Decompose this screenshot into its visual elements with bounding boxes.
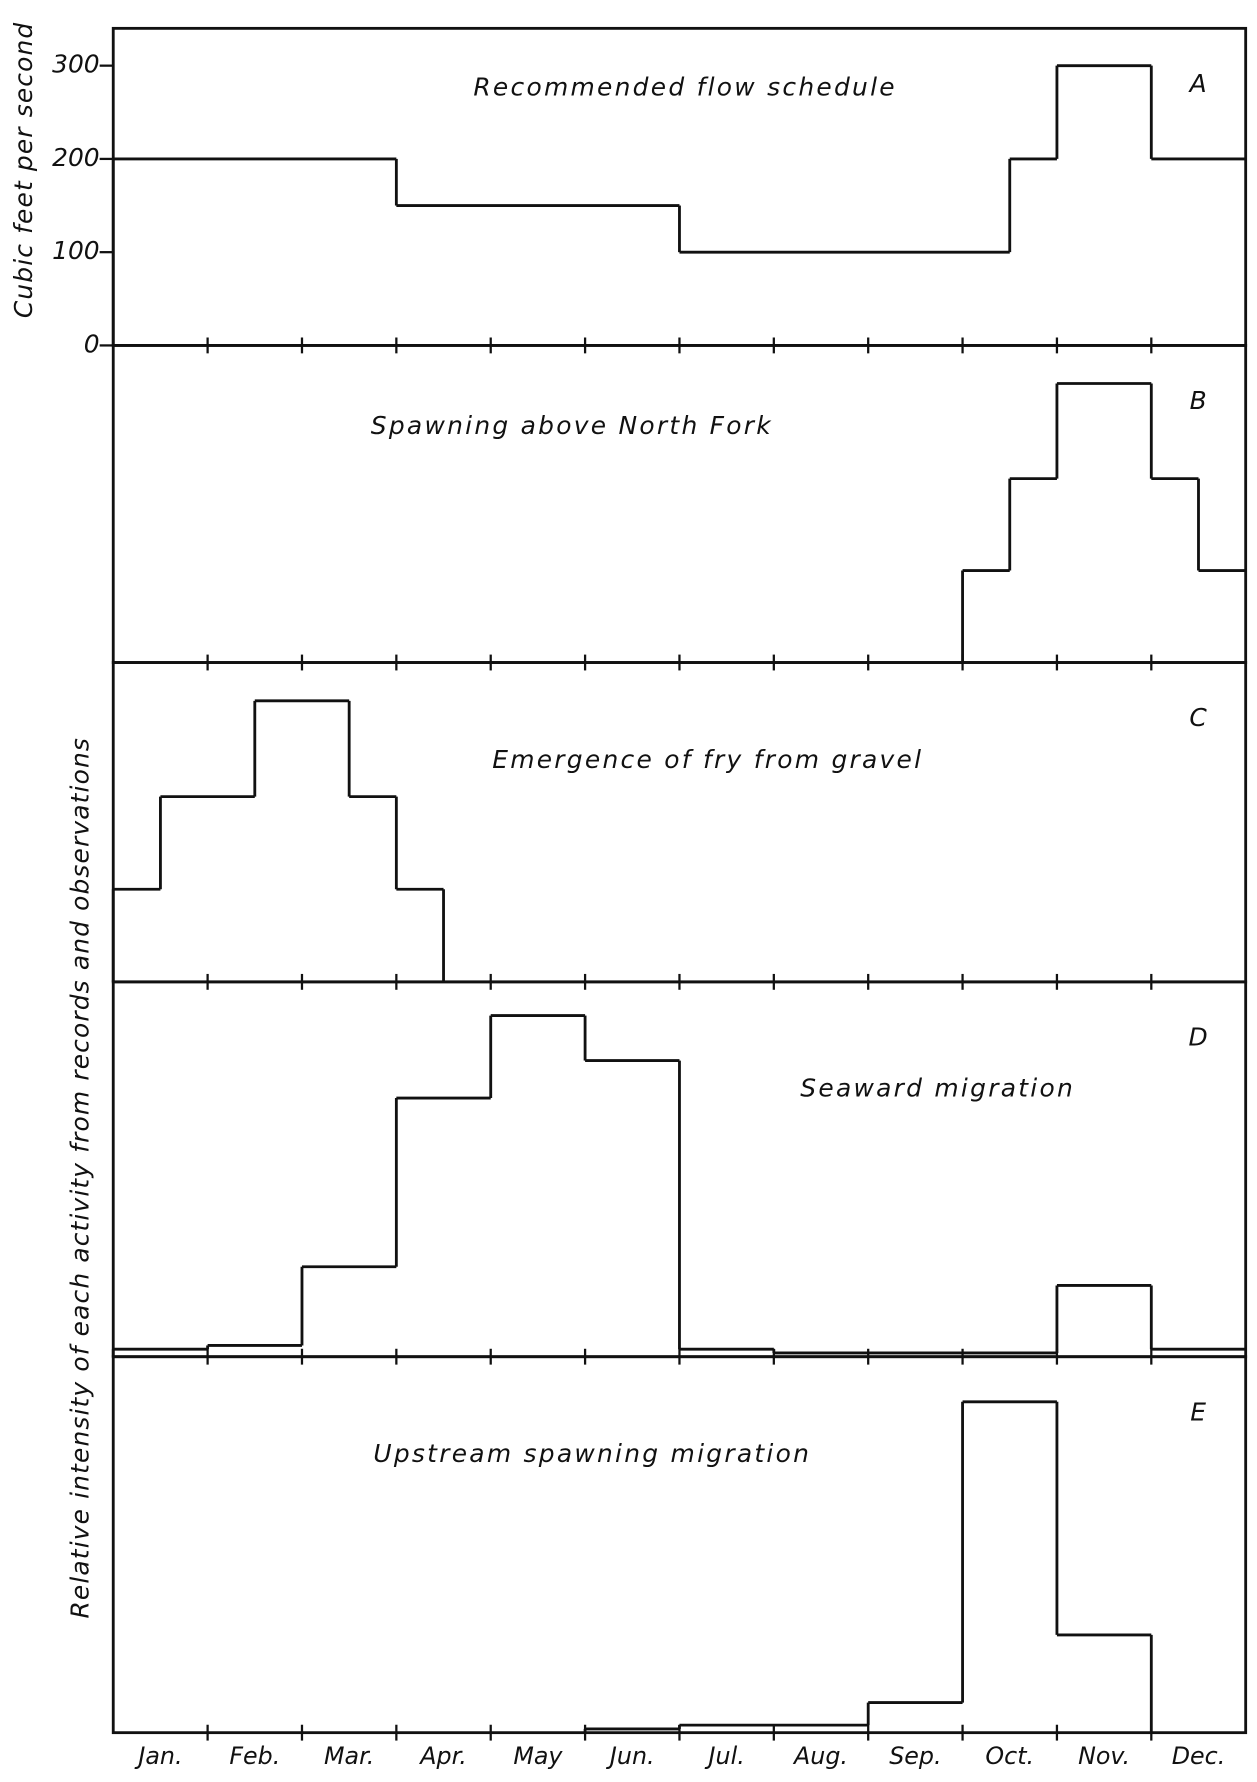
panel-letter: D [1189,1022,1208,1051]
x-tick-label: Apr. [418,1742,467,1770]
x-tick-label: Aug. [792,1742,848,1770]
y-tick-label: 0 [84,329,100,358]
panel-title: Seaward migration [800,1073,1075,1102]
x-tick-label: Jan. [134,1742,182,1770]
y-tick-label: 100 [52,236,100,265]
x-tick-label: Feb. [229,1742,280,1770]
panel-title: Emergence of fry from gravel [492,745,923,774]
x-tick-label: Jun. [606,1742,655,1770]
panel-title: Recommended flow schedule [473,72,897,101]
panel-frame [111,1355,1248,1735]
x-tick-label: Dec. [1172,1742,1226,1770]
x-tick-label: Jul. [705,1742,745,1770]
panel-title: Upstream spawning migration [373,1439,811,1468]
x-tick-label: Nov. [1078,1742,1130,1770]
panel-letter: B [1190,386,1207,415]
x-tick-label: Oct. [985,1742,1034,1770]
x-tick-label: Sep. [889,1742,941,1770]
panel-frame [111,344,1248,664]
x-tick-label: Mar. [324,1742,374,1770]
panel-letter: A [1188,69,1207,98]
panel-letter: C [1189,703,1207,732]
y-axis-label: Cubic feet per second [9,22,38,319]
panel-title: Spawning above North Fork [371,411,773,440]
y-tick-label: 200 [52,143,100,172]
x-tick-label: May [513,1742,563,1770]
y-tick-label: 300 [52,50,100,79]
panel-letter: E [1190,1397,1206,1426]
panel-frame [111,661,1248,984]
y-axis-label: Relative intensity of each activity from… [66,737,95,1619]
